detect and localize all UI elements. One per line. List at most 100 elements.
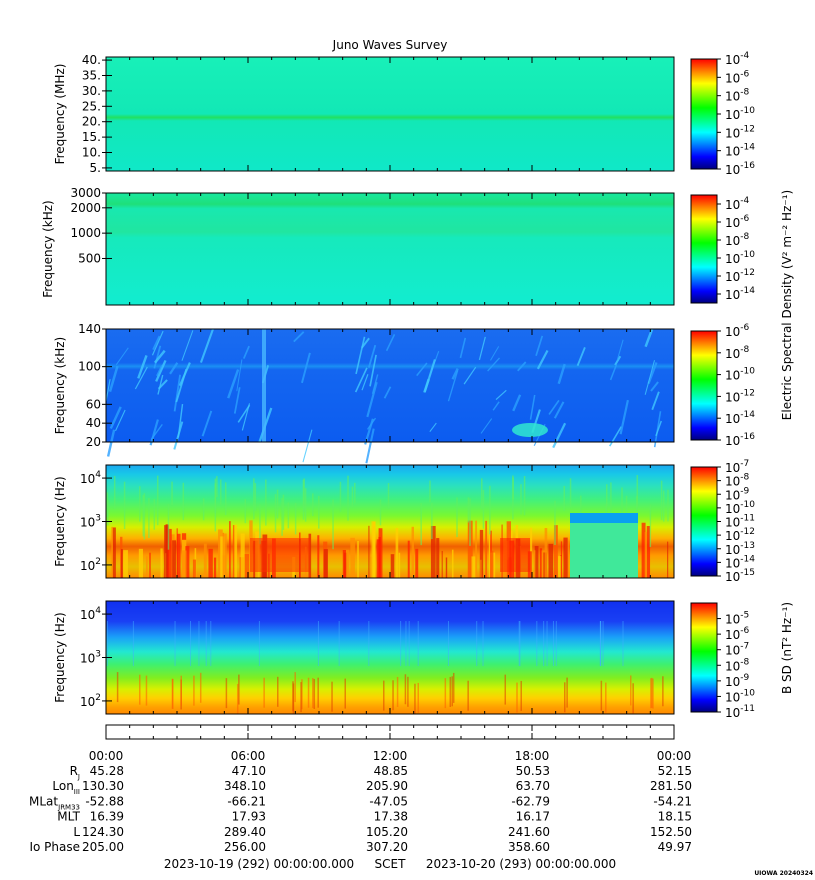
colorbar-tick-label: 10-8	[725, 473, 750, 489]
ephemeris-value: 256.00	[224, 840, 266, 854]
y-tick-label: 104	[80, 606, 101, 622]
colorbar-tick-label: 10-6	[725, 69, 750, 85]
ephemeris-value: 50.53	[516, 764, 550, 778]
y-tick-label: 30.	[82, 84, 101, 98]
time-tick-label: 18:00	[515, 749, 550, 763]
colorbar-2: 10-4 10-6 10-8 10-10 10-12 10-14	[690, 194, 755, 304]
ephemeris-row-label: LonIII	[52, 779, 80, 796]
y-tick-label: 3000	[70, 186, 101, 200]
ephemeris-row-label: Io Phase	[29, 840, 80, 854]
colorbar-tick-label: 10-10	[725, 367, 755, 383]
panel-time-ticks	[105, 329, 675, 442]
ephemeris-value: 152.50	[650, 825, 692, 839]
y-axis-label: Frequency (kHz)	[53, 337, 67, 434]
spectrogram-texture	[106, 475, 669, 578]
y-tick-label: 102	[80, 557, 101, 573]
time-tick-label: 00:00	[89, 749, 124, 763]
y-tick-label: 20	[86, 435, 101, 449]
colorbar-3: 10-6 10-8 10-10 10-12 10-14 10-16	[690, 323, 755, 448]
time-tick-label: 06:00	[231, 749, 266, 763]
ephemeris-table: 00:00 06:00 12:00 18:00 00:00 RJ 45.28 47.10 48.…	[29, 749, 692, 854]
ephemeris-value: 49.97	[658, 840, 692, 854]
colorbar-tick-label: 10-6	[725, 626, 750, 642]
spectrogram-panel-1: 40.35. 30.25. 20.15. 10.5. Frequency (MHz)	[53, 53, 675, 175]
y-tick-label: 15.	[82, 130, 101, 144]
colorbar-tick-label: 10-5	[725, 611, 749, 627]
colorbar-scale	[690, 466, 718, 577]
colorbar-labels: Electric Spectral Density (V² m⁻² Hz⁻¹) …	[780, 190, 794, 694]
ephemeris-value: 17.38	[374, 810, 408, 824]
credit-label: UIOWA 20240324	[754, 870, 813, 877]
y-tick-label: 100	[78, 360, 101, 374]
y-axis-panel-4: 104 103 102 Frequency (Hz)	[53, 470, 112, 573]
colorbar-tick-label: 10-12	[725, 388, 755, 404]
colorbar-tick-label: 10-6	[725, 323, 750, 339]
y-tick-label: 5.	[90, 161, 101, 175]
colorbar-scale	[690, 194, 718, 304]
ephemeris-value: -52.88	[85, 794, 124, 808]
colorbar-tick-label: 10-7	[725, 642, 749, 658]
y-tick-label: 500	[78, 251, 101, 265]
colorbar-tick-label: 10-9	[725, 673, 750, 689]
y-tick-label: 25.	[82, 99, 101, 113]
colorbar-tick-label: 10-4	[725, 196, 750, 212]
panel-time-ticks	[105, 465, 675, 578]
magnetic-colorbar-label: B SD (nT² Hz⁻¹)	[780, 602, 794, 694]
y-tick-label: 60	[86, 397, 101, 411]
colorbar-tick-label: 10-14	[725, 410, 755, 426]
spectrogram-panel-5: 104 103 102 Frequency (Hz)	[53, 600, 675, 715]
ephemeris-value: -47.05	[369, 794, 408, 808]
y-tick-label: 140	[78, 322, 101, 336]
start-time: 2023-10-19 (292) 00:00:00.000	[164, 857, 354, 871]
colorbar-1: 10-4 10-6 10-8 10-10 10-12 10-14 10-16	[690, 51, 755, 177]
ephemeris-value: 63.70	[516, 779, 550, 793]
ephemeris-value: 52.15	[658, 764, 692, 778]
ephemeris-value: 205.00	[82, 840, 124, 854]
ephemeris-value: 205.90	[366, 779, 408, 793]
ephemeris-value: 348.10	[224, 779, 266, 793]
ephemeris-value: 17.93	[232, 810, 266, 824]
colorbar-tick-label: 10-4	[725, 51, 750, 67]
time-tick-label: 00:00	[657, 749, 692, 763]
y-tick-label: 20.	[82, 115, 101, 129]
y-tick-label: 10.	[82, 146, 101, 160]
colorbar-tick-label: 10-11	[725, 514, 755, 530]
ephemeris-value: 130.30	[82, 779, 124, 793]
y-tick-label: 102	[80, 693, 101, 709]
colorbar-tick-label: 10-8	[725, 88, 750, 104]
ephemeris-value: -66.21	[227, 794, 266, 808]
spectrogram-texture	[105, 328, 662, 464]
ephemeris-row-label: MLT	[57, 810, 80, 824]
colorbar-tick-label: 10-10	[725, 250, 755, 266]
ephemeris-value: 45.28	[90, 764, 124, 778]
colorbar-tick-label: 10-15	[725, 568, 755, 584]
colorbar-tick-label: 10-8	[725, 232, 750, 248]
colorbar-tick-label: 10-12	[725, 124, 755, 140]
ephemeris-value: -62.79	[511, 794, 550, 808]
chart-title: Juno Waves Survey	[332, 38, 448, 52]
colorbar-scale	[690, 330, 718, 441]
colorbar-4: 10-710-810-910-1010-1110-1210-1310-1410-…	[690, 459, 755, 584]
ephemeris-value: 47.10	[232, 764, 266, 778]
y-axis-panel-1: 40.35. 30.25. 20.15. 10.5. Frequency (MHz)	[53, 53, 112, 175]
y-axis-label: Frequency (Hz)	[53, 476, 67, 567]
ephemeris-value: 16.39	[90, 810, 124, 824]
colorbar-tick-label: 10-10	[725, 106, 755, 122]
colorbar-tick-label: 10-10	[725, 500, 755, 516]
panel-time-ticks	[105, 193, 675, 305]
ephemeris-value: 289.40	[224, 825, 266, 839]
ephemeris-value: 18.15	[658, 810, 692, 824]
colorbar-tick-label: 10-7	[725, 459, 749, 475]
colorbars: 10-4 10-6 10-8 10-10 10-12 10-14 10-16 10-4 10-6…	[690, 51, 755, 720]
colorbar-tick-label: 10-14	[725, 286, 755, 302]
time-axis	[105, 724, 675, 740]
ephemeris-row-label: L	[73, 825, 80, 839]
y-tick-label: 40	[86, 416, 101, 430]
colorbar-scale	[690, 58, 718, 170]
colorbar-tick-label: 10-13	[725, 541, 755, 557]
ephemeris-value: 105.20	[366, 825, 408, 839]
